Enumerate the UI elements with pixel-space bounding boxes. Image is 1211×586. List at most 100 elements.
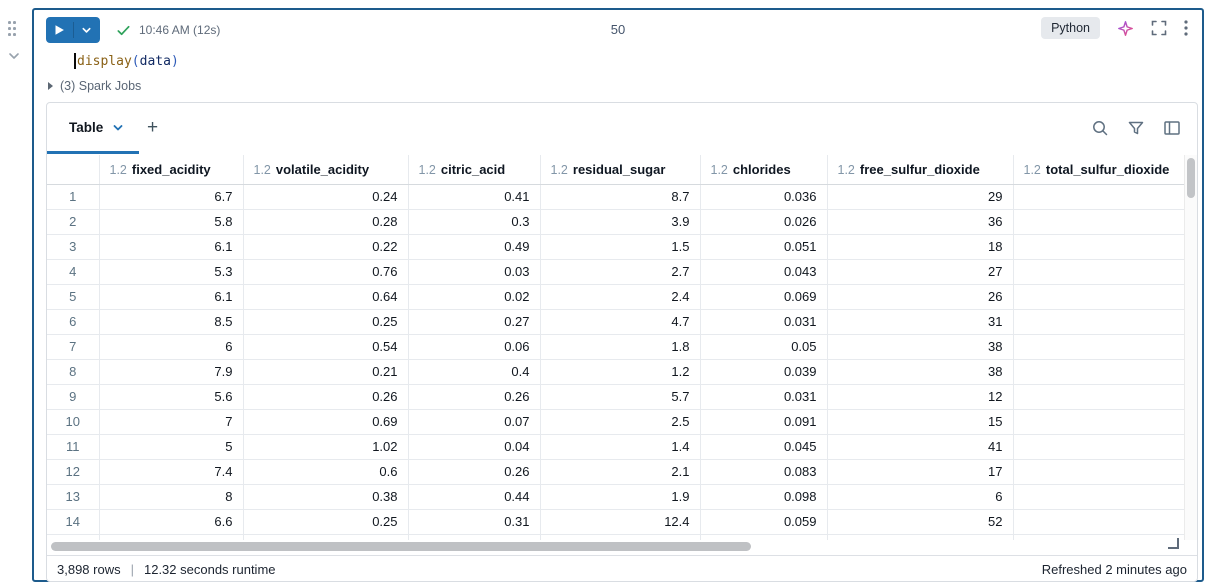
data-cell: 6.1 — [99, 234, 244, 260]
data-cell: 0.6 — [243, 459, 409, 485]
data-cell: 10 — [1013, 359, 1197, 385]
column-header-total_sulfur_dioxide[interactable]: 1.2 total_sulfur_dioxide — [1013, 155, 1197, 185]
data-cell: 18 — [1013, 509, 1197, 535]
data-cell: 0.4 — [408, 359, 541, 385]
drag-handle-icon[interactable] — [8, 21, 18, 39]
results-table: 1.2 fixed_acidity 1.2 volatile_acidity 1.2 ci… — [47, 155, 1197, 540]
data-cell: 4 — [1013, 284, 1197, 310]
data-cell: 0.069 — [700, 284, 828, 310]
data-cell: 0.41 — [408, 184, 541, 210]
add-visualization-button[interactable]: + — [147, 117, 159, 138]
column-name: free_sulfur_dioxide — [859, 161, 980, 177]
data-cell: 2.5 — [540, 409, 701, 435]
data-cell: 0.69 — [243, 409, 409, 435]
data-cell: 6 — [827, 484, 1014, 510]
table-row: 36.10.220.491.50.051188 — [47, 234, 1197, 260]
data-cell: 15 — [827, 409, 1014, 435]
data-cell: 0.06 — [408, 334, 541, 360]
horizontal-scrollbar-thumb[interactable] — [51, 542, 751, 551]
column-header-fixed_acidity[interactable]: 1.2 fixed_acidity — [99, 155, 244, 185]
data-cell: 38 — [827, 334, 1014, 360]
tab-table[interactable]: Table — [69, 120, 124, 135]
row-number-cell: 12 — [47, 459, 100, 485]
filter-icon[interactable] — [1127, 119, 1145, 137]
data-cell: 1.5 — [540, 234, 701, 260]
data-cell: 5.6 — [99, 384, 244, 410]
data-cell: 6.7 — [99, 184, 244, 210]
column-header-citric_acid[interactable]: 1.2 citric_acid — [408, 155, 541, 185]
partial-row — [47, 534, 1197, 540]
data-cell: 0.03 — [408, 259, 541, 285]
data-cell: 5.8 — [99, 209, 244, 235]
numeric-dtype-icon: 1.2 — [837, 162, 855, 177]
row-number-cell: 7 — [47, 334, 100, 360]
row-number-cell: 11 — [47, 434, 100, 460]
data-cell: 2.4 — [540, 284, 701, 310]
numeric-dtype-icon: 1.2 — [710, 162, 728, 177]
row-number-cell: 13 — [47, 484, 100, 510]
row-number-cell: 5 — [47, 284, 100, 310]
code-function: display — [77, 53, 132, 69]
data-cell: 10 — [1013, 209, 1197, 235]
data-cell: 8 — [1013, 384, 1197, 410]
data-cell: 17 — [827, 459, 1014, 485]
data-cell: 0.25 — [243, 309, 409, 335]
table-header-row: 1.2 fixed_acidity 1.2 volatile_acidity 1.2 ci… — [47, 155, 1197, 185]
data-cell: 26 — [827, 284, 1014, 310]
run-options-chevron-icon[interactable] — [74, 25, 101, 36]
data-cell: 0.031 — [700, 384, 828, 410]
data-cell: 0.54 — [243, 334, 409, 360]
results-footer: 3,898 rows | 12.32 seconds runtime Refre… — [47, 555, 1197, 582]
data-cell: 12.4 — [540, 509, 701, 535]
data-cell: 0.051 — [700, 234, 828, 260]
spark-jobs-toggle[interactable]: (3) Spark Jobs — [48, 79, 141, 93]
data-cell: 0.083 — [700, 459, 828, 485]
column-header-residual_sugar[interactable]: 1.2 residual_sugar — [540, 155, 701, 185]
code-editor-line[interactable]: display(data) — [74, 51, 179, 71]
cell-header: 10:46 AM (12s) 50 Python — [34, 10, 1202, 50]
run-cell-button[interactable] — [46, 17, 100, 43]
numeric-dtype-icon: 1.2 — [1023, 162, 1041, 177]
vertical-scrollbar-thumb[interactable] — [1187, 158, 1195, 198]
data-cell: 8 — [1013, 334, 1197, 360]
vertical-scrollbar-track[interactable] — [1184, 155, 1197, 540]
table-row: 56.10.640.022.40.069264 — [47, 284, 1197, 310]
data-cell: 3.9 — [540, 209, 701, 235]
text-cursor — [74, 53, 76, 69]
row-number-cell: 3 — [47, 234, 100, 260]
data-cell: 0.04 — [408, 434, 541, 460]
column-header-volatile_acidity[interactable]: 1.2 volatile_acidity — [243, 155, 409, 185]
data-cell: 0.21 — [243, 359, 409, 385]
data-cell: 8 — [1013, 234, 1197, 260]
table-row: 45.30.760.032.70.043279 — [47, 259, 1197, 285]
language-selector-button[interactable]: Python — [1041, 17, 1100, 39]
data-cell: 0.25 — [243, 509, 409, 535]
column-header-chlorides[interactable]: 1.2 chlorides — [700, 155, 828, 185]
assistant-sparkle-icon[interactable] — [1117, 20, 1134, 37]
data-cell: 29 — [827, 184, 1014, 210]
row-number-cell: 1 — [47, 184, 100, 210]
results-panel: Table + — [46, 102, 1198, 582]
numeric-dtype-icon: 1.2 — [550, 162, 568, 177]
play-icon[interactable] — [46, 24, 73, 36]
data-cell: 1 — [1013, 484, 1197, 510]
kebab-menu-icon[interactable] — [1184, 20, 1188, 36]
column-name: chlorides — [732, 161, 791, 177]
data-cell: 0.22 — [243, 234, 409, 260]
data-cell: 38 — [827, 359, 1014, 385]
data-cell: 1.9 — [540, 484, 701, 510]
expand-fullscreen-icon[interactable] — [1151, 20, 1167, 36]
side-panel-icon[interactable] — [1163, 119, 1181, 137]
data-cell: 31 — [827, 309, 1014, 335]
footer-separator: | — [130, 561, 134, 577]
results-tab-bar: Table + — [47, 103, 1197, 155]
resize-handle-icon[interactable] — [1168, 538, 1179, 549]
data-cell: 7.9 — [99, 359, 244, 385]
column-header-free_sulfur_dioxide[interactable]: 1.2 free_sulfur_dioxide — [827, 155, 1014, 185]
column-name: fixed_acidity — [131, 161, 211, 177]
search-icon[interactable] — [1091, 119, 1109, 137]
data-cell: 8 — [99, 484, 244, 510]
collapse-chevron-icon[interactable] — [7, 49, 21, 63]
